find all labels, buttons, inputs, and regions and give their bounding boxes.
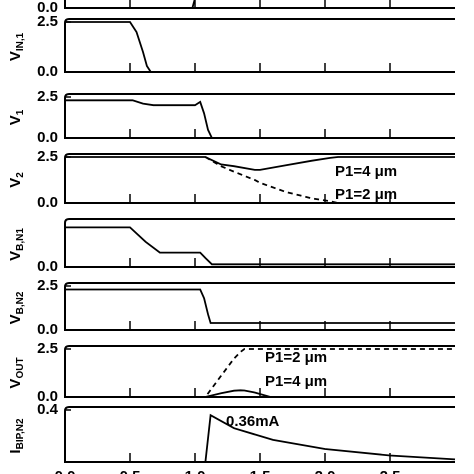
y-tick-label: 2.5 [37, 340, 58, 357]
line-series [65, 288, 455, 324]
y-axis-label-main: V [7, 115, 24, 125]
y-tick-label: 2.5 [37, 148, 58, 165]
y-tick-label: 0.0 [37, 0, 58, 16]
y-axis-label-main: V [7, 178, 24, 188]
series-label: P1=4 μm [265, 373, 327, 390]
y-axis-label-subscript: 2 [15, 172, 26, 178]
series-label: P1=4 μm [335, 163, 397, 180]
x-tick-label: 0.5 [120, 468, 141, 474]
y-axis-label-main: V [7, 314, 24, 324]
y-axis-label: VIN,1 [7, 32, 26, 61]
y-axis-label-subscript: 1 [15, 109, 26, 115]
line-series [65, 413, 456, 463]
y-axis-label: VB,N1 [7, 228, 26, 261]
series-label: P1=2 μm [335, 186, 397, 203]
y-axis-label: VOUT [7, 357, 26, 388]
y-tick-label: 2.5 [37, 88, 58, 105]
line-series [65, 0, 196, 9]
x-tick-label: 1.5 [250, 468, 271, 474]
panel-frame [64, 93, 455, 139]
line-series [204, 156, 339, 204]
panel-frame [64, 218, 455, 268]
y-axis-label-subscript: B,N1 [15, 228, 26, 251]
y-axis-label-main: V [7, 251, 24, 261]
y-tick-label: 2.5 [37, 277, 58, 294]
y-axis-label: V2 [7, 172, 26, 188]
y-axis-label-main: I [7, 449, 24, 453]
line-series [65, 389, 455, 398]
x-tick-label: 0.0 [55, 468, 76, 474]
panel-frame [64, 406, 455, 463]
y-axis-label-subscript: OUT [15, 357, 26, 378]
panel-frame [64, 153, 455, 204]
y-axis-label: VB,N2 [7, 291, 26, 324]
y-tick-label: 0.0 [37, 321, 58, 338]
line-series [65, 99, 455, 139]
y-axis-label-subscript: BIP,N2 [15, 418, 26, 449]
line-series [65, 156, 455, 171]
x-tick-label: 2.5 [380, 468, 401, 474]
line-series [65, 21, 455, 73]
annotation: 0.36mA [226, 413, 280, 430]
y-tick-label: 0.0 [37, 63, 58, 80]
y-tick-label: 0.0 [37, 258, 58, 275]
y-axis-label-subscript: B,N2 [15, 291, 26, 314]
y-axis-label: IBIP,N2 [7, 418, 26, 454]
y-tick-label: 0.4 [37, 401, 59, 418]
y-axis-label: V1 [7, 109, 26, 125]
x-tick-label: 1.0 [185, 468, 206, 474]
y-tick-label: 0.0 [37, 129, 58, 146]
x-tick-label: 2.0 [315, 468, 336, 474]
y-axis-label-subscript: IN,1 [15, 32, 26, 51]
y-tick-label: 0.0 [37, 388, 58, 405]
y-axis-label-main: V [7, 51, 24, 61]
line-series [65, 226, 455, 266]
panel-frame [64, 282, 455, 331]
y-tick-label: 2.5 [37, 13, 58, 30]
y-tick-label: 0.0 [37, 194, 58, 211]
panel-frame [64, 345, 455, 398]
y-axis-label-main: V [7, 379, 24, 389]
series-label: P1=2 μm [265, 349, 327, 366]
panel-frame [64, 18, 455, 73]
